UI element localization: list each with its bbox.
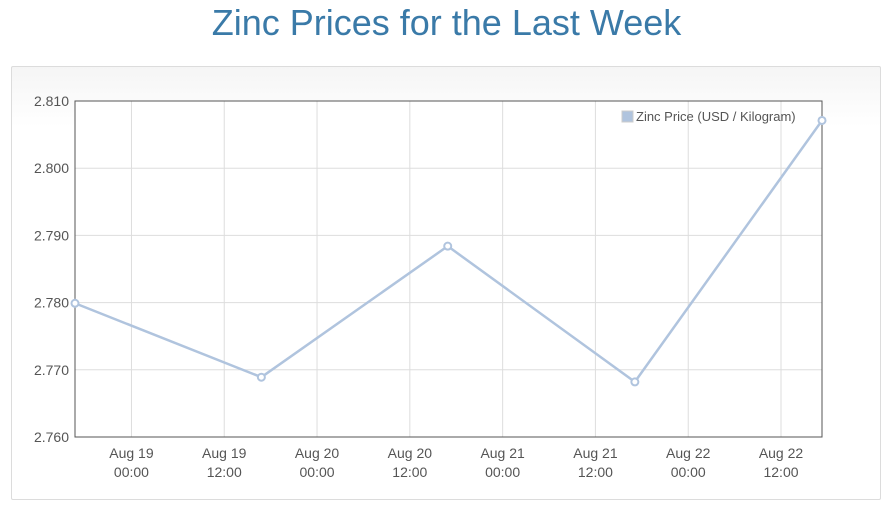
data-point bbox=[256, 372, 266, 382]
x-tick-label: 00:00 bbox=[671, 464, 706, 480]
plot-area bbox=[75, 101, 822, 437]
x-tick-label: 12:00 bbox=[207, 464, 242, 480]
x-tick-label: 00:00 bbox=[485, 464, 520, 480]
x-tick-label: 00:00 bbox=[114, 464, 149, 480]
y-tick-label: 2.810 bbox=[34, 93, 69, 109]
x-tick-label: Aug 21 bbox=[480, 445, 525, 461]
data-point bbox=[70, 298, 80, 308]
x-tick-label: Aug 20 bbox=[295, 445, 340, 461]
x-tick-label: Aug 20 bbox=[388, 445, 433, 461]
x-tick-label: Aug 22 bbox=[759, 445, 804, 461]
y-tick-label: 2.800 bbox=[34, 160, 69, 176]
y-tick-label: 2.760 bbox=[34, 429, 69, 445]
data-point bbox=[443, 241, 453, 251]
x-tick-label: Aug 19 bbox=[202, 445, 247, 461]
y-tick-label: 2.780 bbox=[34, 295, 69, 311]
x-tick-label: 12:00 bbox=[578, 464, 613, 480]
x-tick-label: Aug 19 bbox=[109, 445, 154, 461]
data-point bbox=[630, 377, 640, 387]
legend-label: Zinc Price (USD / Kilogram) bbox=[636, 109, 796, 124]
page-title: Zinc Prices for the Last Week bbox=[211, 2, 682, 43]
y-tick-label: 2.770 bbox=[34, 362, 69, 378]
x-tick-label: Aug 21 bbox=[573, 445, 618, 461]
x-tick-label: 12:00 bbox=[392, 464, 427, 480]
x-tick-label: 12:00 bbox=[763, 464, 798, 480]
x-tick-label: Aug 22 bbox=[666, 445, 711, 461]
data-point bbox=[817, 115, 827, 125]
y-tick-label: 2.790 bbox=[34, 227, 69, 243]
legend-swatch bbox=[621, 110, 634, 123]
x-tick-label: 00:00 bbox=[300, 464, 335, 480]
plot-frame bbox=[74, 100, 823, 438]
